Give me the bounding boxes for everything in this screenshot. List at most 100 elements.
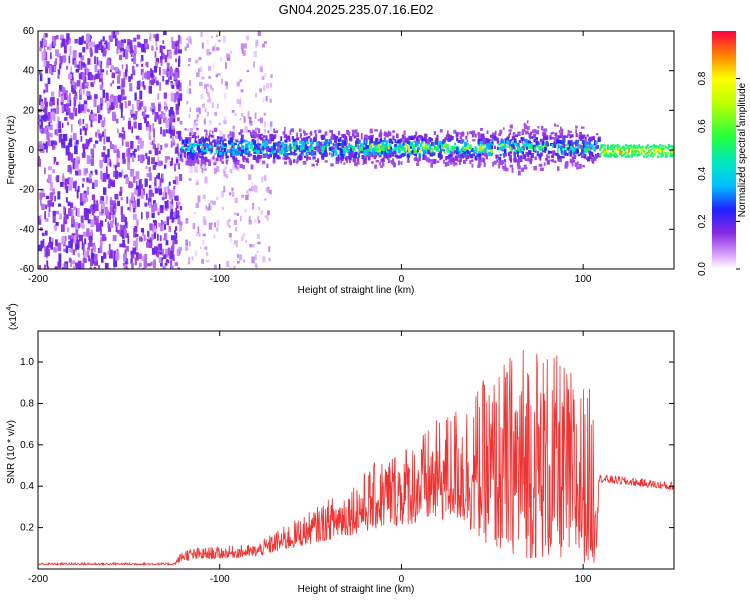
spectrogram-cell (54, 129, 58, 135)
spectrogram-cell (171, 125, 175, 130)
spectrogram-cell (65, 109, 69, 116)
spectrogram-cell (275, 150, 278, 156)
spectrogram-cell (166, 67, 169, 72)
spectrogram-cell (554, 132, 558, 136)
spectrogram-cell (481, 149, 484, 153)
spectrogram-cell (277, 141, 281, 144)
spectrogram-cell (290, 128, 294, 133)
spectrogram-cell (83, 89, 85, 95)
spectrogram-cell (185, 139, 189, 144)
spectrogram-cell (455, 155, 458, 158)
spectrogram-cell (162, 76, 165, 82)
spectrogram-cell (120, 228, 124, 237)
spectrogram-cell (170, 92, 175, 102)
spectrogram-cell (78, 73, 83, 80)
spectrogram-cell (229, 237, 232, 243)
spectrogram-cell (114, 96, 118, 102)
spectrogram-cell (136, 81, 140, 88)
spectrogram-cell (110, 94, 114, 99)
spectrogram-cell (375, 138, 378, 141)
spectrogram-cell (444, 161, 448, 167)
spectrogram-cell (130, 250, 134, 256)
x-tick-label: 100 (575, 574, 592, 585)
spectrogram-cell (127, 158, 130, 167)
spectrogram-cell (79, 223, 82, 228)
spectrogram-cell (225, 85, 228, 90)
spectrogram-cell (93, 245, 96, 252)
spectrogram-cell (265, 152, 268, 158)
spectrogram-cell (189, 128, 194, 134)
spectrogram-cell (95, 113, 97, 117)
spectrogram-cell (645, 145, 648, 148)
spectrogram-cell (223, 148, 227, 152)
spectrogram-cell (530, 153, 534, 158)
spectrogram-cell (257, 143, 262, 147)
spectrogram-cell (559, 158, 562, 163)
spectrogram-cell (77, 66, 80, 70)
spectrogram-cell (471, 159, 474, 162)
spectrogram-cell (229, 192, 232, 196)
spectrogram-cell (165, 259, 169, 263)
spectrogram-cell (68, 55, 71, 64)
spectrogram-cell (83, 250, 88, 258)
spectrogram-cell (132, 200, 137, 209)
spectrogram-cell (222, 35, 226, 43)
spectrogram-cell (442, 140, 445, 145)
spectrogram-cell (563, 135, 566, 138)
spectrogram-cell (72, 133, 77, 141)
spectrogram-cell (196, 72, 200, 78)
spectrogram-cell (214, 112, 218, 116)
spectrogram-cell (61, 224, 65, 232)
spectrogram-cell (102, 131, 104, 137)
spectrogram-cell (487, 143, 490, 146)
colorbar-tick-label: 0.4 (697, 166, 708, 180)
spectrogram-cell (533, 148, 535, 152)
spectrogram-cell (216, 220, 220, 227)
spectrogram-cell (497, 164, 500, 167)
spectrogram-cell (613, 155, 616, 158)
spectrogram-cell (133, 240, 138, 246)
spectrogram-cell (163, 186, 167, 193)
spectrogram-cell (44, 33, 48, 38)
spectrogram-cell (86, 186, 89, 195)
spectrogram-cell (610, 144, 613, 147)
spectrogram-cell (213, 167, 217, 174)
spectrogram-cell (194, 250, 197, 257)
spectrogram-cell (118, 133, 123, 138)
spectrogram-cell (53, 65, 56, 72)
spectrogram-cell (257, 31, 261, 36)
spectrogram-cell (74, 145, 78, 155)
spectrogram-cell (399, 138, 403, 143)
x-tick-label: -100 (210, 574, 230, 585)
spectrogram-cell (207, 159, 210, 163)
spectrogram-cell (75, 222, 79, 230)
spectrogram-cell (422, 146, 425, 150)
spectrogram-cell (632, 154, 635, 157)
spectrogram-cell (152, 165, 156, 170)
spectrogram-cell (249, 153, 252, 157)
spectrogram-cell (39, 192, 43, 200)
spectrogram-cell (181, 158, 184, 163)
spectrogram-cell (189, 144, 192, 149)
spectrogram-cell (48, 212, 50, 217)
spectrogram-cell (38, 70, 42, 75)
spectrogram-cell (102, 89, 105, 98)
spectrogram-cell (437, 142, 440, 147)
spectrogram-cell (99, 244, 103, 253)
spectrogram-cell (83, 258, 87, 263)
spectrogram-cell (226, 52, 230, 58)
spectrogram-cell (360, 146, 365, 151)
spectrogram-cell (240, 138, 243, 144)
spectrogram-cell (165, 206, 168, 211)
spectrogram-cell (384, 151, 387, 155)
spectrogram-cell (86, 177, 89, 183)
spectrogram-cell (340, 153, 343, 157)
spectrogram-cell (330, 141, 332, 145)
spectrogram-cell (363, 158, 367, 162)
spectrogram-cell (240, 149, 245, 154)
snr-scale-label: (x104) (6, 303, 19, 330)
spectrogram-cell (211, 102, 214, 108)
spectrogram-cell (348, 152, 351, 156)
spectrogram-cell (640, 150, 643, 153)
spectrogram-cell (222, 207, 224, 210)
